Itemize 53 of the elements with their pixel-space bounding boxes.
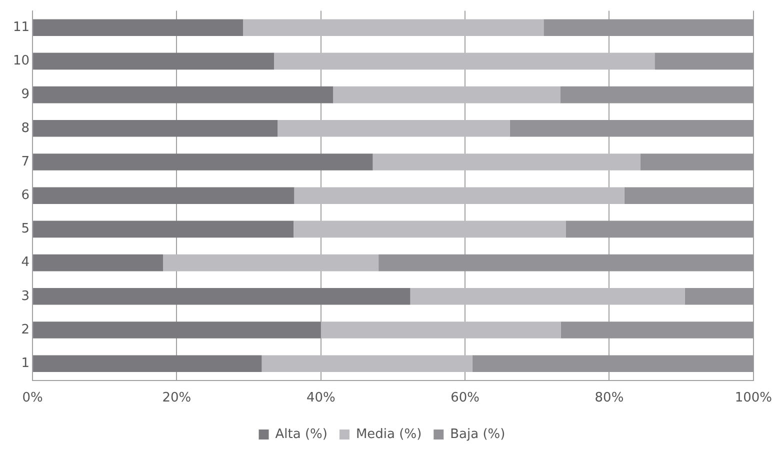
bar xyxy=(33,254,164,272)
y-tick-label: 4 xyxy=(21,255,30,270)
legend-label: Baja (%) xyxy=(450,426,506,442)
bar xyxy=(684,288,754,305)
bar xyxy=(294,220,566,238)
legend-label: Media (%) xyxy=(356,426,422,442)
x-tick-label: 60% xyxy=(450,390,480,406)
bar xyxy=(560,86,754,104)
y-tick-label: 7 xyxy=(21,154,30,170)
bar xyxy=(278,120,510,137)
bar xyxy=(320,322,561,338)
bar xyxy=(33,355,262,372)
bar xyxy=(33,86,334,104)
bar xyxy=(294,187,624,204)
y-tick-label: 3 xyxy=(21,288,30,304)
bar xyxy=(243,19,544,36)
bar xyxy=(510,120,754,137)
bar xyxy=(410,288,685,305)
bar xyxy=(560,322,754,338)
bar xyxy=(544,19,754,36)
y-tick-label: 1 xyxy=(21,356,30,371)
bar xyxy=(472,355,754,372)
bar xyxy=(566,220,754,238)
x-tick-label: 80% xyxy=(594,390,624,406)
bar xyxy=(33,154,373,170)
y-tick-label: 6 xyxy=(21,188,30,203)
y-tick-label: 9 xyxy=(21,87,30,102)
x-tick-label: 20% xyxy=(162,390,192,406)
bar xyxy=(33,322,321,338)
y-tick-label: 10 xyxy=(12,54,30,69)
x-tick-label: 0% xyxy=(22,390,43,406)
bar xyxy=(654,52,754,70)
x-tick-label: 100% xyxy=(734,390,772,406)
y-tick-label: 5 xyxy=(21,222,30,237)
bar xyxy=(333,86,560,104)
y-tick-label: 11 xyxy=(12,20,30,35)
bar xyxy=(262,355,472,372)
y-tick-label: 8 xyxy=(21,120,30,136)
bar xyxy=(33,220,294,238)
bar xyxy=(624,187,754,204)
bar xyxy=(33,52,274,70)
bar xyxy=(163,254,379,272)
bar xyxy=(33,187,294,204)
bar xyxy=(33,19,244,36)
y-tick-label: 2 xyxy=(21,322,30,338)
legend-label: Alta (%) xyxy=(275,426,328,442)
bar xyxy=(33,120,278,137)
bar xyxy=(274,52,655,70)
bar xyxy=(33,288,410,305)
bar xyxy=(372,154,640,170)
bar xyxy=(640,154,754,170)
bar xyxy=(378,254,754,272)
x-tick-label: 40% xyxy=(306,390,336,406)
